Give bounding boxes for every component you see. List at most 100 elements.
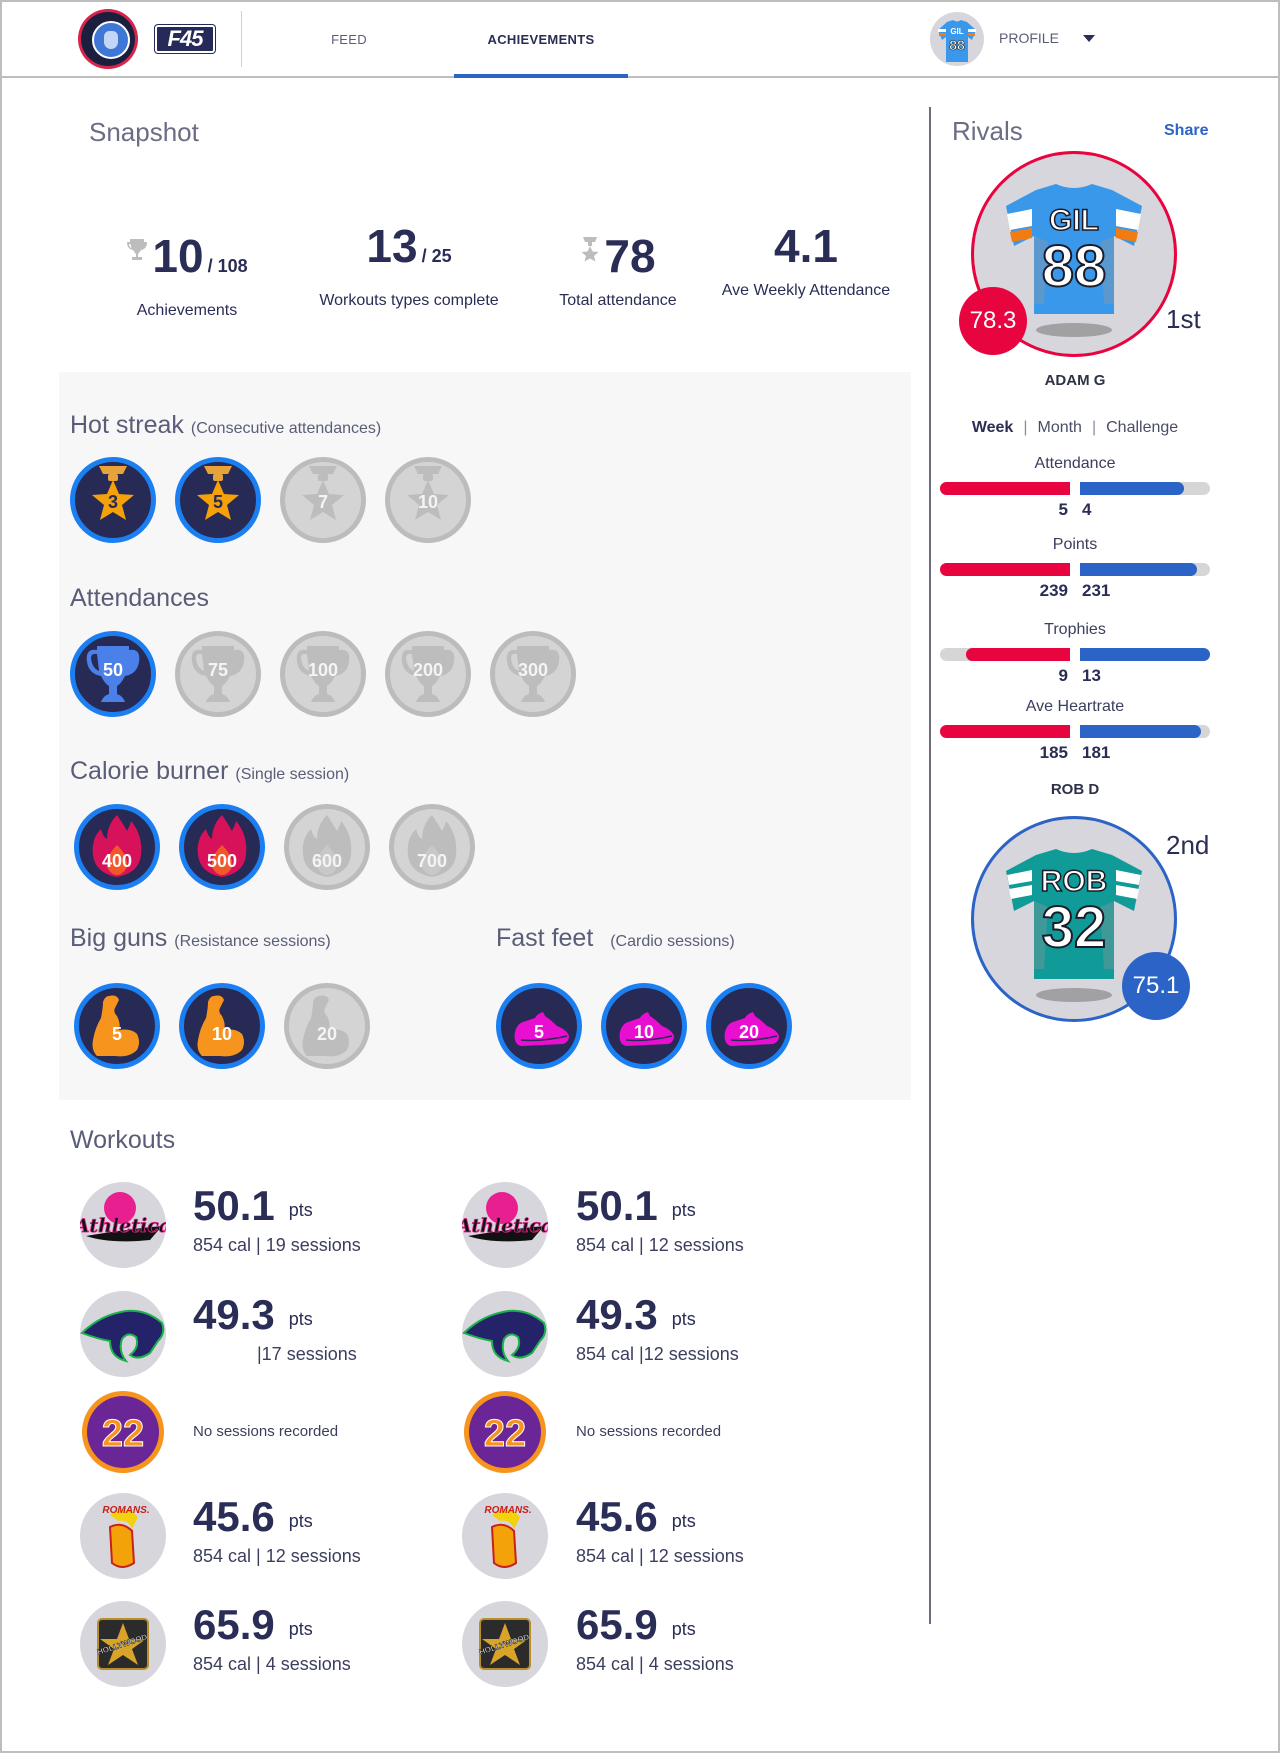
attendances-badge[interactable]: 50 — [70, 631, 156, 717]
workout-summary: 854 cal | 4 sessions — [576, 1654, 734, 1674]
share-link[interactable]: Share — [1164, 122, 1209, 139]
athletica-logo[interactable]: Athletica — [80, 1182, 166, 1268]
hot-streak-badge[interactable]: 3 — [70, 457, 156, 543]
metric-bar-left — [940, 563, 1070, 576]
period-tabs: Week | Month | Challenge — [940, 419, 1210, 437]
calorie-burner-badge[interactable]: 600 — [284, 804, 370, 890]
flame-icon — [197, 815, 247, 877]
badge-value: 300 — [517, 660, 549, 680]
points-unit: pts — [288, 1309, 313, 1329]
hollywood-logo[interactable]: HOLLYWOOD — [462, 1601, 548, 1687]
profile-menu-label[interactable]: PROFILE — [999, 30, 1059, 46]
metric-value-left: 9 — [1058, 666, 1068, 685]
22-logo[interactable]: 22 — [80, 1389, 166, 1475]
rival-1-name: ADAM G — [1044, 372, 1106, 389]
sneaker-icon — [514, 1012, 569, 1046]
22-logo[interactable]: 22 — [462, 1389, 548, 1475]
big-guns-badge[interactable]: 10 — [179, 983, 265, 1069]
fast-feet-badge[interactable]: 20 — [706, 983, 792, 1069]
attendances-badge[interactable]: 200 — [385, 631, 471, 717]
attendances-badge[interactable]: 75 — [175, 631, 261, 717]
stat-total: / 108 — [207, 256, 248, 276]
hollywood-logo[interactable]: HOLLYWOOD — [80, 1601, 166, 1687]
no-sessions-text: No sessions recorded — [576, 1423, 722, 1440]
tab-challenge[interactable]: Challenge — [1106, 419, 1179, 436]
tab-achievements[interactable]: ACHIEVEMENTS — [454, 0, 628, 78]
panther-logo[interactable] — [80, 1291, 166, 1377]
trophy-icon — [191, 646, 245, 702]
section-big-guns: Big guns (Resistance sessions) — [70, 924, 331, 953]
metric-bar-left — [940, 725, 1070, 738]
calorie-burner-badge[interactable]: 400 — [74, 804, 160, 890]
section-subtitle: (Single session) — [235, 766, 350, 783]
points-value: 65.9 — [576, 1601, 658, 1648]
workout-points: 45.6 pts — [193, 1495, 361, 1543]
metric-label: Attendance — [1034, 455, 1116, 472]
stat-workout-types: 13/ 25 Workouts types complete — [299, 220, 519, 310]
tab-week[interactable]: Week — [971, 419, 1014, 436]
metric-value-left: 185 — [1039, 743, 1068, 762]
chevron-down-icon[interactable] — [1083, 35, 1095, 42]
badge-value: 75 — [207, 660, 229, 680]
fast-feet-badge[interactable]: 10 — [601, 983, 687, 1069]
rival-2-rank: 2nd — [1166, 830, 1210, 860]
tab-month[interactable]: Month — [1037, 419, 1082, 436]
22-icon: 22 — [464, 1391, 546, 1473]
points-value: 45.6 — [576, 1493, 658, 1540]
attendances-badge[interactable]: 300 — [490, 631, 576, 717]
badge-value: 10 — [417, 492, 439, 512]
badge-value: 400 — [101, 851, 133, 871]
points-unit: pts — [671, 1200, 696, 1220]
metric-bar-right — [1080, 563, 1210, 576]
f45-logo[interactable]: F45 — [155, 25, 215, 53]
calorie-burner-badge[interactable]: 700 — [389, 804, 475, 890]
stat-value: 10 — [152, 230, 204, 282]
romans-logo[interactable]: ROMANS. — [462, 1493, 548, 1579]
svg-text:88: 88 — [1042, 234, 1107, 299]
stat-achievements: 10/ 108 Achievements — [77, 220, 297, 320]
section-hot-streak: Hot streak (Consecutive attendances) — [70, 411, 381, 440]
bicep-icon — [302, 995, 349, 1057]
points-unit: pts — [671, 1511, 696, 1531]
badge-value: 200 — [412, 660, 444, 680]
panther-logo[interactable] — [462, 1291, 548, 1377]
no-sessions-text: No sessions recorded — [193, 1423, 339, 1440]
athletica-icon: Athletica — [80, 1192, 166, 1242]
logo-text: ROMANS. — [484, 1505, 531, 1516]
hot-streak-badge[interactable]: 10 — [385, 457, 471, 543]
metric-label: Points — [1052, 536, 1098, 553]
badge-value: 600 — [311, 851, 343, 871]
lionheart-logo[interactable] — [78, 9, 138, 69]
metric-value-right: 181 — [1082, 743, 1111, 762]
badge-value: 700 — [416, 851, 448, 871]
points-value: 50.1 — [193, 1182, 275, 1229]
workout-points: 65.9 pts — [193, 1603, 351, 1651]
big-guns-badges: 5 10 20 — [74, 983, 454, 1073]
star-medal-icon — [92, 466, 134, 520]
attendances-badge[interactable]: 100 — [280, 631, 366, 717]
section-title: Big guns — [70, 924, 168, 952]
metric-fill-right — [1080, 725, 1201, 738]
svg-text:32: 32 — [1042, 895, 1107, 960]
jersey-icon: GIL 88 — [938, 20, 976, 62]
romans-logo[interactable]: ROMANS. — [80, 1493, 166, 1579]
athletica-logo[interactable]: Athletica — [462, 1182, 548, 1268]
points-value: 50.1 — [576, 1182, 658, 1229]
hot-streak-badge[interactable]: 7 — [280, 457, 366, 543]
section-subtitle: (Cardio sessions) — [610, 933, 735, 950]
rival-1-avatar[interactable]: GIL 88 — [971, 151, 1177, 357]
workout-stats: 45.6 pts 854 cal | 12 sessions — [193, 1495, 361, 1567]
star-medal-icon — [302, 466, 344, 520]
header-divider — [241, 11, 242, 67]
avatar[interactable]: GIL 88 — [930, 12, 984, 66]
badge-value: 3 — [107, 492, 118, 512]
hot-streak-badge[interactable]: 5 — [175, 457, 261, 543]
big-guns-badge[interactable]: 5 — [74, 983, 160, 1069]
calorie-burner-badge[interactable]: 500 — [179, 804, 265, 890]
tab-feed[interactable]: FEED — [331, 32, 367, 47]
svg-text:GIL: GIL — [1049, 204, 1099, 237]
fast-feet-badge[interactable]: 5 — [496, 983, 582, 1069]
section-attendances: Attendances — [70, 584, 209, 613]
workout-stats: 49.3 pts 854 cal |12 sessions — [576, 1293, 739, 1365]
big-guns-badge[interactable]: 20 — [284, 983, 370, 1069]
